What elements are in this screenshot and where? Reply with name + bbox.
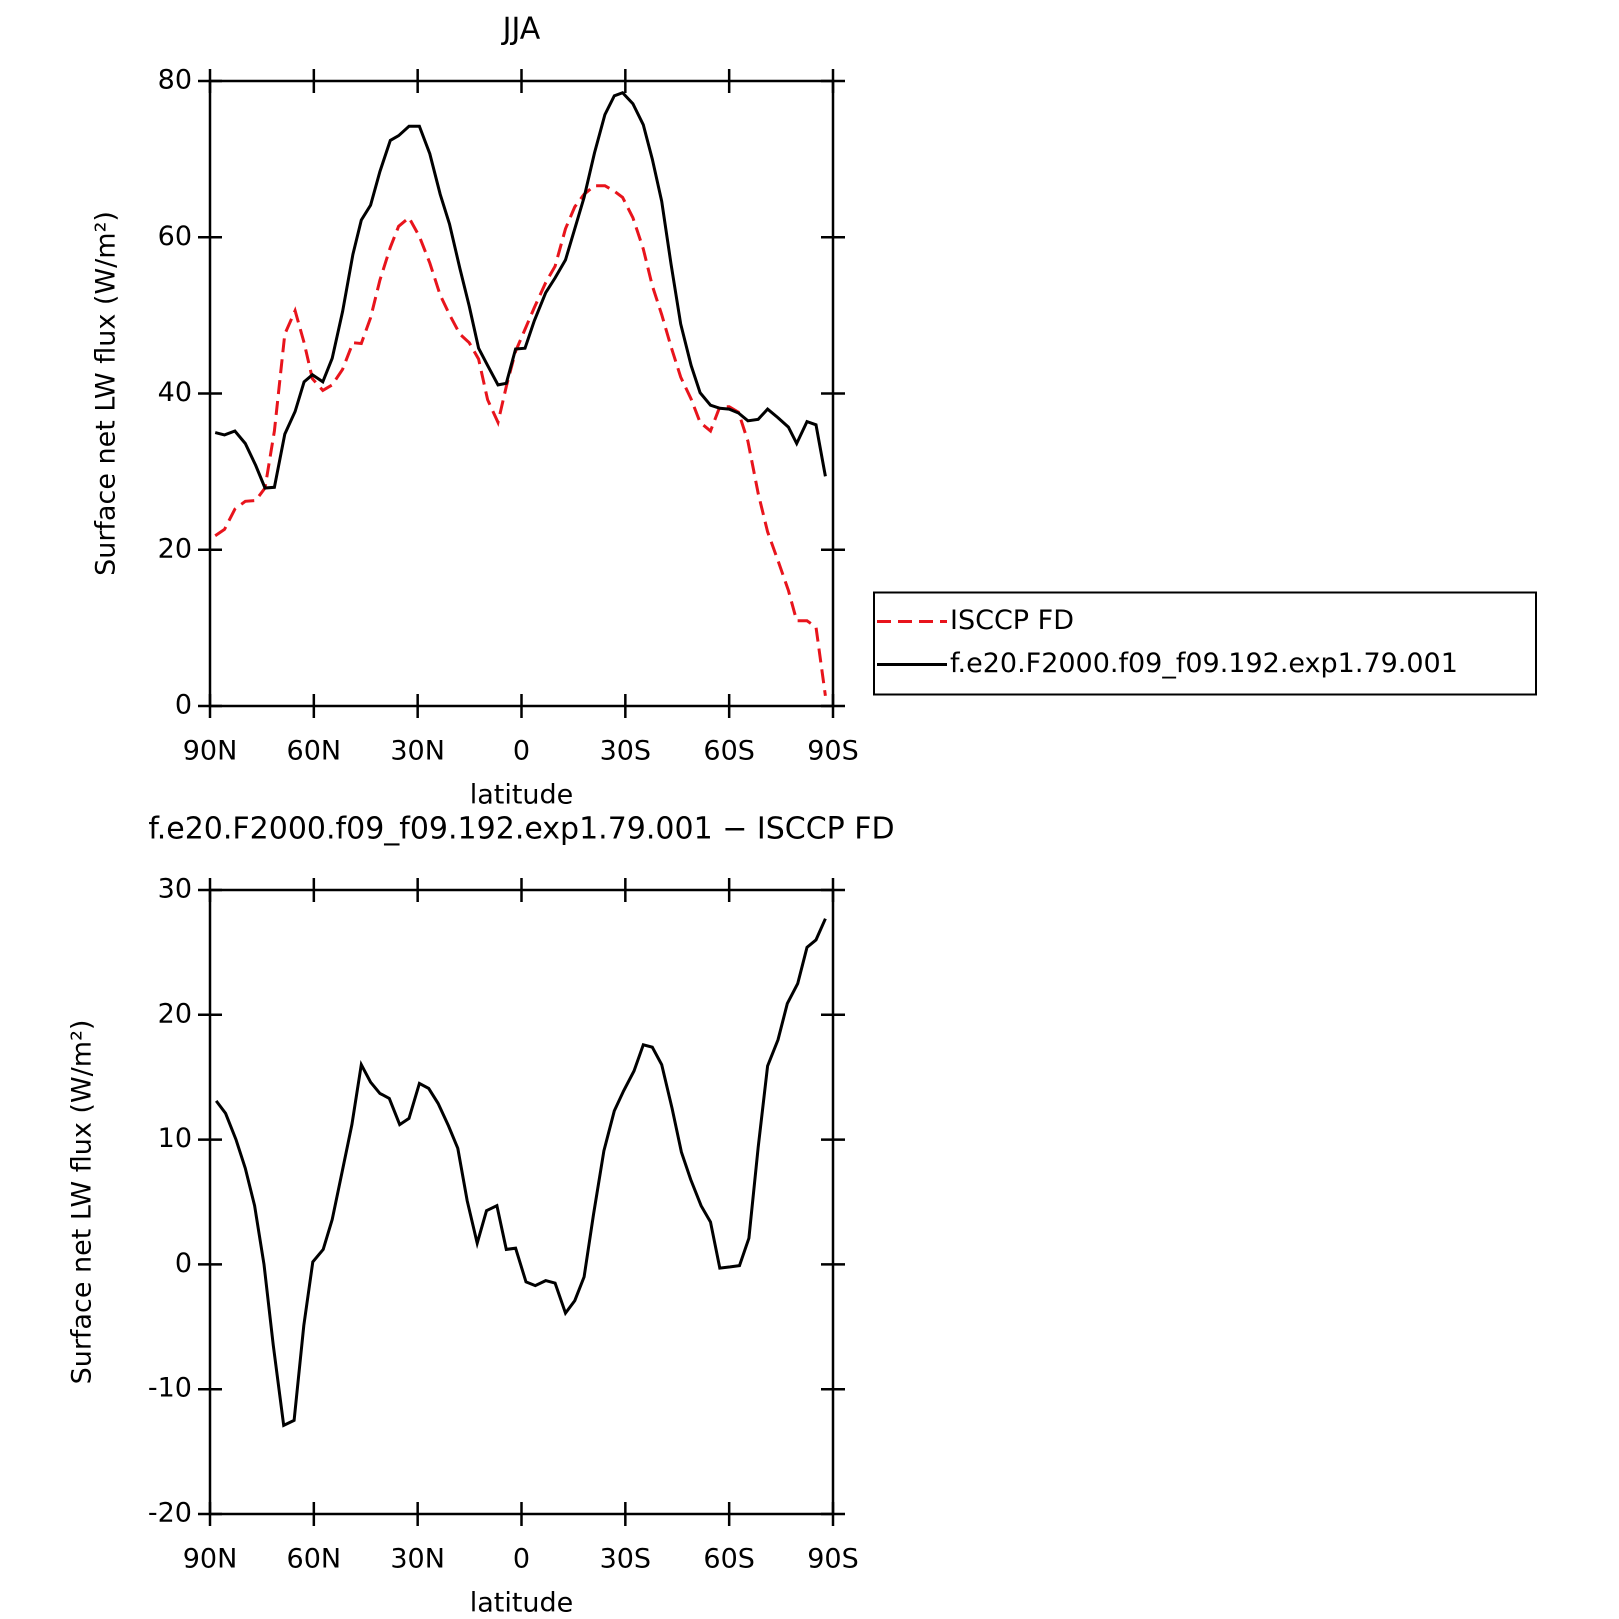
- x-tick-label: 60N: [287, 1544, 342, 1575]
- x-tick-label: 30S: [600, 1544, 652, 1575]
- y-tick-label: 60: [158, 221, 192, 252]
- y-tick-label: 20: [158, 998, 192, 1029]
- x-tick-label: 90N: [183, 736, 238, 767]
- legend-box: [873, 591, 1537, 696]
- data-line: [215, 918, 827, 1428]
- y-tick-label: 20: [158, 533, 192, 564]
- x-tick-label: 30S: [600, 736, 652, 767]
- y-tick-label: 40: [158, 377, 192, 408]
- x-tick-label: 60S: [703, 1544, 755, 1575]
- y-tick-label: 0: [175, 690, 192, 721]
- y-axis-label: Surface net LW flux (W/m²): [91, 211, 122, 576]
- plot-frame: [208, 79, 835, 708]
- x-tick-label: 0: [513, 1544, 530, 1575]
- x-tick-label: 30N: [390, 736, 445, 767]
- x-tick-label: 90N: [183, 1544, 238, 1575]
- plot-frame: [208, 888, 835, 1516]
- x-tick-label: 0: [513, 736, 530, 767]
- y-tick-label: 10: [158, 1123, 192, 1154]
- y-tick-label: 30: [158, 874, 192, 905]
- chart-title: JJA: [501, 12, 541, 47]
- data-line: [214, 90, 827, 490]
- x-axis-label: latitude: [470, 1588, 574, 1619]
- x-tick-label: 60S: [703, 736, 755, 767]
- x-tick-label: 30N: [390, 1544, 445, 1575]
- x-axis-label: latitude: [470, 780, 574, 811]
- y-tick-label: -10: [148, 1373, 192, 1404]
- y-tick-label: 0: [175, 1248, 192, 1279]
- legend-label: ISCCP FD: [950, 605, 1074, 636]
- data-line: [214, 184, 827, 697]
- y-axis-label: Surface net LW flux (W/m²): [67, 1020, 98, 1385]
- x-tick-label: 90S: [807, 1544, 859, 1575]
- legend-label: f.e20.F2000.f09_f09.192.exp1.79.001: [950, 648, 1458, 679]
- x-tick-label: 60N: [287, 736, 342, 767]
- y-tick-label: 80: [158, 65, 192, 96]
- x-tick-label: 90S: [807, 736, 859, 767]
- chart-title: f.e20.F2000.f09_f09.192.exp1.79.001 − IS…: [148, 812, 894, 847]
- y-tick-label: -20: [148, 1498, 192, 1529]
